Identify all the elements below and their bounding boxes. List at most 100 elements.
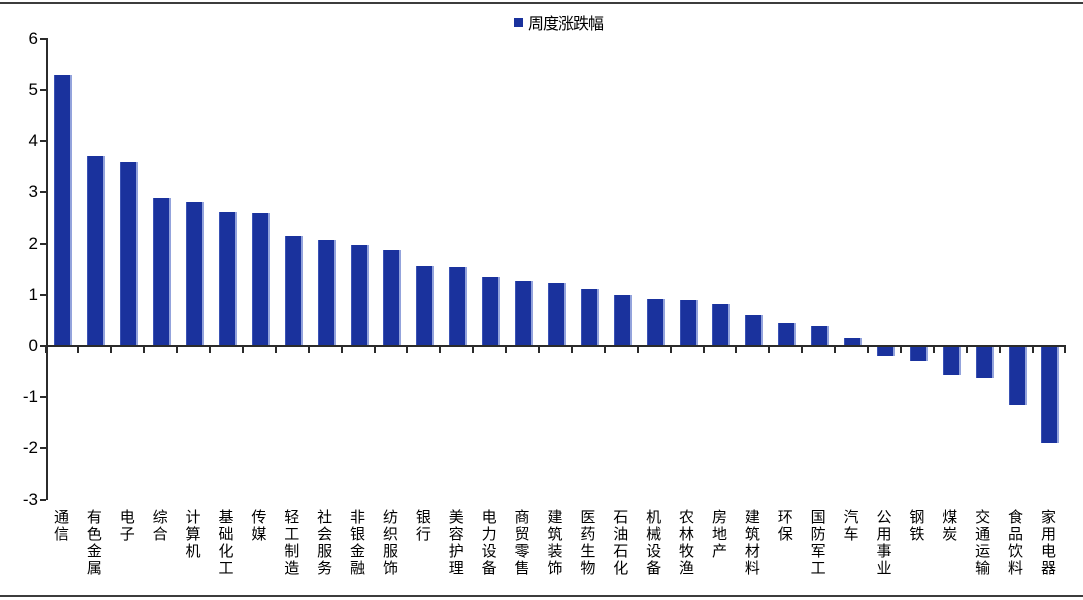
y-tick-label: -3	[22, 489, 38, 509]
bar	[120, 162, 139, 345]
bar	[383, 250, 402, 345]
category-label: 建筑材料	[742, 509, 760, 577]
bar	[515, 281, 534, 345]
bar	[284, 235, 303, 345]
bar	[876, 347, 895, 357]
category-tick-mark	[834, 347, 837, 353]
category-label: 交通运输	[973, 509, 991, 577]
category-label: 美容护理	[446, 509, 464, 577]
y-tick-label: 4	[28, 131, 38, 151]
category-tick-mark	[176, 347, 179, 353]
category-tick-mark	[735, 347, 738, 353]
y-tick-label: 2	[28, 233, 38, 253]
category-tick-mark	[439, 347, 442, 353]
category-label: 传媒	[249, 509, 267, 543]
category-tick-mark	[143, 347, 146, 353]
y-tick-label: 0	[28, 336, 38, 355]
category-tick-mark	[209, 347, 211, 353]
bar	[844, 337, 863, 345]
category-label: 医药生物	[578, 509, 596, 577]
category-tick-mark	[899, 347, 902, 353]
bar	[449, 266, 468, 345]
category-tick-mark	[702, 347, 705, 353]
bottom-border-line	[0, 595, 1083, 597]
bar	[317, 239, 336, 345]
category-label: 综合	[150, 509, 168, 543]
category-label: 有色金属	[84, 509, 102, 577]
bar	[482, 276, 501, 345]
category-label: 纺织服饰	[380, 509, 398, 577]
category-label: 汽车	[841, 509, 859, 543]
y-tick-mark	[40, 89, 46, 91]
category-tick-mark	[570, 347, 573, 353]
y-tick-mark	[40, 293, 46, 296]
category-label: 环保	[775, 509, 793, 543]
category-tick-mark	[867, 347, 869, 353]
top-border-line	[0, 2, 1083, 4]
category-label: 基础化工	[216, 509, 234, 577]
category-label: 通信	[51, 509, 69, 543]
bar	[350, 245, 369, 345]
category-tick-mark	[110, 347, 113, 353]
bar	[975, 347, 994, 378]
bar	[942, 347, 961, 375]
bar	[778, 323, 797, 345]
bar	[218, 212, 237, 345]
bar	[646, 298, 665, 345]
category-label: 国防军工	[808, 509, 826, 577]
bar	[186, 202, 205, 345]
bar	[153, 198, 172, 345]
y-tick-label: 5	[28, 80, 38, 99]
bar	[613, 294, 632, 345]
category-tick-mark	[472, 347, 475, 353]
category-label: 建筑装饰	[545, 509, 563, 577]
bar	[580, 289, 599, 345]
y-tick-mark	[40, 498, 46, 501]
category-tick-mark	[406, 347, 409, 353]
bar	[811, 326, 830, 345]
category-label: 机械设备	[644, 509, 662, 577]
category-tick-mark	[274, 347, 277, 353]
y-tick-label: 3	[28, 182, 38, 202]
category-tick-mark	[241, 347, 244, 353]
y-tick-mark	[40, 37, 46, 40]
y-tick-mark	[40, 242, 46, 245]
category-tick-mark	[373, 347, 376, 353]
y-tick-mark	[40, 140, 46, 143]
category-tick-mark	[538, 347, 540, 353]
category-label: 钢铁	[907, 509, 925, 543]
category-tick-mark	[965, 347, 968, 353]
bar	[416, 266, 435, 345]
category-tick-mark	[998, 347, 1001, 353]
category-tick-mark	[636, 347, 639, 353]
category-label: 商贸零售	[512, 509, 530, 577]
legend-label: 周度涨跌幅	[528, 16, 604, 33]
bar	[251, 213, 270, 345]
category-label: 社会服务	[315, 509, 333, 577]
category-tick-mark	[1064, 347, 1067, 353]
y-axis-line	[46, 38, 48, 500]
bar	[1008, 347, 1027, 405]
category-label: 煤炭	[940, 509, 958, 543]
bar	[909, 347, 928, 362]
bar	[679, 299, 698, 345]
category-label: 公用事业	[874, 509, 892, 577]
legend: 周度涨跌幅	[514, 10, 604, 34]
category-label: 石油石化	[611, 509, 629, 577]
y-tick-label: -2	[22, 438, 38, 458]
x-axis-zero-line	[41, 345, 1066, 347]
category-tick-mark	[603, 347, 606, 353]
bar	[547, 283, 566, 345]
bar	[54, 74, 73, 345]
category-label: 房地产	[709, 509, 727, 560]
y-tick-label: -1	[22, 387, 38, 407]
category-tick-mark	[932, 347, 935, 353]
category-tick-mark	[801, 347, 804, 353]
category-tick-mark	[77, 347, 80, 353]
bar	[87, 155, 106, 345]
bar	[1041, 347, 1060, 443]
category-label: 电子	[117, 509, 135, 543]
y-tick-mark	[40, 447, 46, 450]
category-tick-mark	[1031, 347, 1034, 353]
